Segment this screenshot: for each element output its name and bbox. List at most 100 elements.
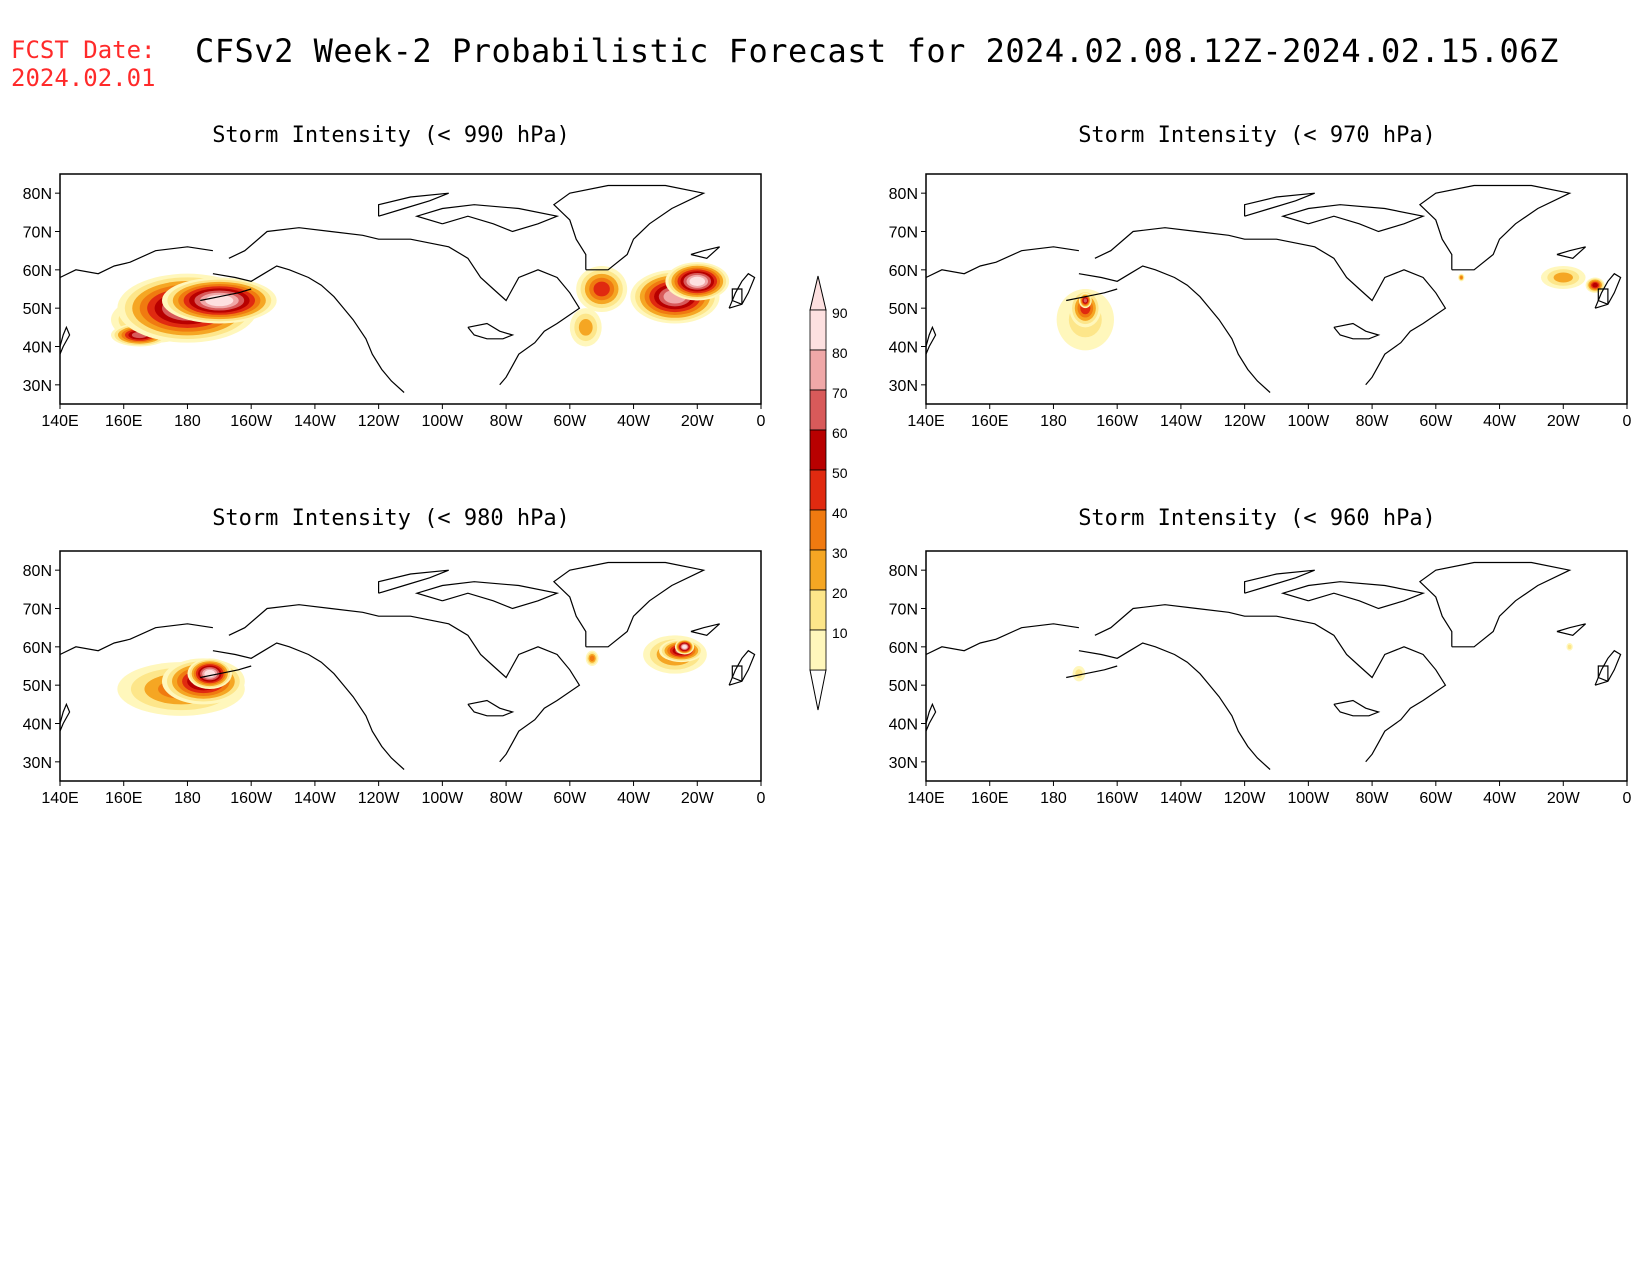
- lon-label-p970-5: 120W: [1224, 413, 1267, 430]
- map-frame-p990: [59, 173, 762, 405]
- coastline-p960-4: [1556, 623, 1587, 636]
- lon-label-p980-11: 0: [757, 790, 766, 807]
- coastline-p980-2: [212, 642, 405, 770]
- lat-label-p970-3: 50N: [889, 301, 918, 318]
- lon-label-p970-6: 100W: [1287, 413, 1330, 430]
- lon-label-p960-4: 140W: [1160, 790, 1203, 807]
- lon-label-p960-5: 120W: [1224, 790, 1267, 807]
- lon-label-p990-1: 160E: [105, 413, 142, 430]
- colorbar-label-6: 70: [832, 385, 848, 401]
- coastline-p990-11: [200, 288, 252, 302]
- lat-label-p990-0: 80N: [23, 186, 52, 203]
- lon-label-p980-4: 140W: [294, 790, 337, 807]
- coastline-p980-1: [228, 604, 581, 763]
- lon-label-p960-2: 180: [1040, 790, 1067, 807]
- lon-label-p960-10: 20W: [1547, 790, 1581, 807]
- lat-label-p970-1: 70N: [889, 225, 918, 242]
- lon-label-p970-7: 80W: [1356, 413, 1390, 430]
- colorbar-swatch-8: [809, 309, 827, 351]
- coastline-p980-7: [60, 702, 71, 732]
- lon-label-p980-5: 120W: [358, 790, 401, 807]
- coastline-p960-9: [1244, 569, 1315, 594]
- coastline-p990-0: [60, 246, 213, 279]
- panel-title-980: Storm Intensity (< 980 hPa): [212, 506, 570, 531]
- colorbar-label-1: 20: [832, 585, 848, 601]
- panel-title-990: Storm Intensity (< 990 hPa): [212, 123, 570, 148]
- coastline-p960-2: [1078, 642, 1271, 770]
- coastline-p990-7: [60, 325, 71, 355]
- coastline-p990-2: [212, 265, 405, 393]
- prob-contour-p990-2-4: [593, 281, 610, 297]
- lon-label-p980-2: 180: [174, 790, 201, 807]
- prob-contour-p970-2-3: [1460, 276, 1463, 279]
- prob-contour-p980-6-8: [682, 644, 687, 649]
- lon-label-p980-1: 160E: [105, 790, 142, 807]
- lat-label-p970-2: 60N: [889, 263, 918, 280]
- map-panel-p970: 140E 160E 180 160W 140W 120W 100W 80W 60W 40W 20W 0…: [889, 173, 1632, 430]
- coastline-p970-4: [1556, 246, 1587, 259]
- lat-label-p990-5: 30N: [23, 378, 52, 395]
- lat-label-p980-2: 60N: [23, 640, 52, 657]
- coastline-p970-8: [1280, 204, 1426, 233]
- lat-label-p960-2: 60N: [889, 640, 918, 657]
- lon-label-p990-8: 60W: [553, 413, 587, 430]
- lat-label-p980-1: 70N: [23, 602, 52, 619]
- coastline-p960-3: [1418, 561, 1572, 648]
- lon-label-p960-11: 0: [1623, 790, 1632, 807]
- lon-label-p960-1: 160E: [971, 790, 1008, 807]
- lon-label-p990-0: 140E: [41, 413, 78, 430]
- prob-contour-p990-7-8: [689, 276, 706, 287]
- lon-label-p960-9: 40W: [1483, 790, 1517, 807]
- fcst-date-value: 2024.02.01: [11, 64, 156, 92]
- prob-contour-p960-1-1: [1567, 644, 1572, 650]
- lon-label-p990-4: 140W: [294, 413, 337, 430]
- lon-label-p970-9: 40W: [1483, 413, 1517, 430]
- coastline-p960-11: [1066, 665, 1118, 679]
- coastline-p970-3: [1418, 184, 1572, 271]
- coastline-p960-10: [1333, 699, 1381, 717]
- lon-label-p960-0: 140E: [907, 790, 944, 807]
- lat-label-p990-1: 70N: [23, 225, 52, 242]
- map-frame-p980: [59, 550, 762, 782]
- colorbar-swatch-5: [809, 429, 827, 471]
- map-panel-p980: 140E 160E 180 160W 140W 120W 100W 80W 60W 40W 20W 0…: [23, 550, 766, 807]
- coastline-p990-4: [690, 246, 721, 259]
- lon-label-p990-6: 100W: [421, 413, 464, 430]
- colorbar-swatch-7: [809, 349, 827, 391]
- coastline-p970-0: [926, 246, 1079, 279]
- page-title: CFSv2 Week-2 Probabilistic Forecast for …: [195, 32, 1559, 70]
- colorbar-label-4: 50: [832, 465, 848, 481]
- map-panel-p960: 140E 160E 180 160W 140W 120W 100W 80W 60W 40W 20W 0…: [889, 550, 1632, 807]
- lon-label-p990-10: 20W: [681, 413, 715, 430]
- coastline-p970-7: [926, 325, 937, 355]
- coastline-p980-0: [60, 623, 213, 656]
- lat-label-p960-4: 40N: [889, 717, 918, 734]
- lat-label-p980-4: 40N: [23, 717, 52, 734]
- coastline-p980-3: [552, 561, 706, 648]
- colorbar-swatch-3: [809, 509, 827, 551]
- coastline-p990-1: [228, 227, 581, 386]
- lat-label-p990-2: 60N: [23, 263, 52, 280]
- lon-label-p960-7: 80W: [1356, 790, 1390, 807]
- colorbar: 90 80 70 60 50 40 30 20 10: [809, 275, 848, 711]
- lat-label-p970-5: 30N: [889, 378, 918, 395]
- lon-label-p980-10: 20W: [681, 790, 715, 807]
- lat-label-p970-0: 80N: [889, 186, 918, 203]
- colorbar-label-8: 90: [832, 305, 848, 321]
- lat-label-p960-3: 50N: [889, 678, 918, 695]
- lon-label-p960-6: 100W: [1287, 790, 1330, 807]
- lon-label-p970-8: 60W: [1419, 413, 1453, 430]
- lon-label-p970-1: 160E: [971, 413, 1008, 430]
- coastline-p970-2: [1078, 265, 1271, 393]
- map-panel-p990: 140E 160E 180 160W 140W 120W 100W 80W 60W 40W 20W 0…: [23, 173, 766, 430]
- coastline-p970-5: [1594, 272, 1622, 309]
- coastline-p980-10: [467, 699, 515, 717]
- coastline-p960-1: [1094, 604, 1447, 763]
- panel-title-960: Storm Intensity (< 960 hPa): [1078, 506, 1436, 531]
- prob-contour-p990-0-2: [578, 319, 593, 336]
- coastline-p970-6: [1597, 288, 1609, 305]
- coastline-p960-6: [1597, 665, 1609, 682]
- lon-label-p990-3: 160W: [230, 413, 273, 430]
- prob-contour-p980-2-3: [589, 655, 595, 662]
